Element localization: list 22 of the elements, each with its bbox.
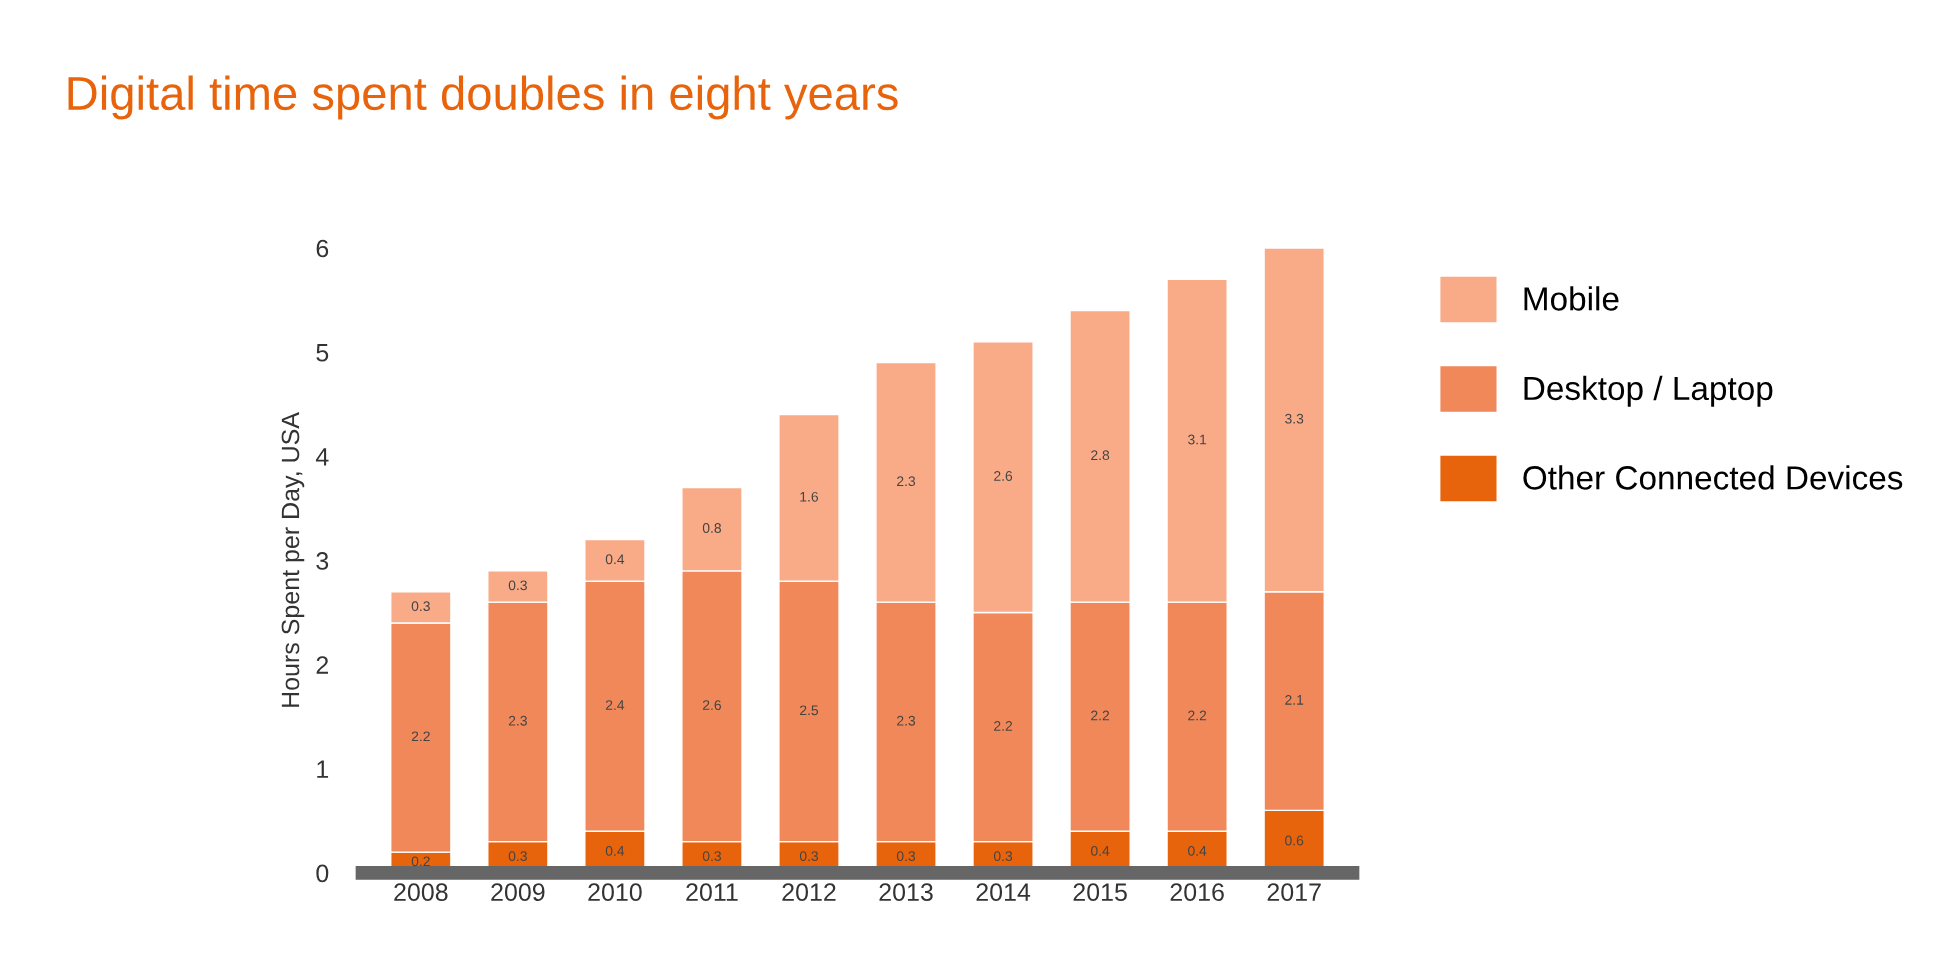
x-tick-label: 2014 (976, 883, 1031, 901)
legend-label: Mobile (1524, 286, 1619, 311)
x-tick-label: 2008 (394, 883, 448, 901)
x-tick-label: 2013 (879, 883, 933, 901)
y-tick-label: 0 (316, 864, 329, 883)
x-tick-label: 2017 (1267, 883, 1321, 901)
x-tick-label: 2012 (782, 883, 836, 901)
legend-label: Desktop / Laptop (1524, 375, 1773, 407)
legend-label: Other Connected Devices (1523, 465, 1903, 490)
y-tick-label: 4 (315, 448, 329, 466)
x-tick-label: 2016 (1170, 883, 1224, 901)
x-tick-label: 2011 (686, 883, 738, 901)
y-tick-label: 5 (316, 344, 329, 362)
x-tick-label: 2010 (588, 883, 642, 901)
y-tick-label: 6 (316, 239, 329, 258)
y-tick-label: 3 (316, 552, 329, 570)
y-axis-title: Hours Spent per Day, USA (281, 412, 305, 707)
y-tick-label: 2 (316, 656, 329, 674)
chart-title: Digital time spent doubles in eight years (68, 75, 898, 120)
x-tick-label: 2009 (491, 883, 545, 901)
x-tick-label: 2015 (1073, 883, 1127, 901)
y-tick-label: 1 (317, 760, 329, 778)
